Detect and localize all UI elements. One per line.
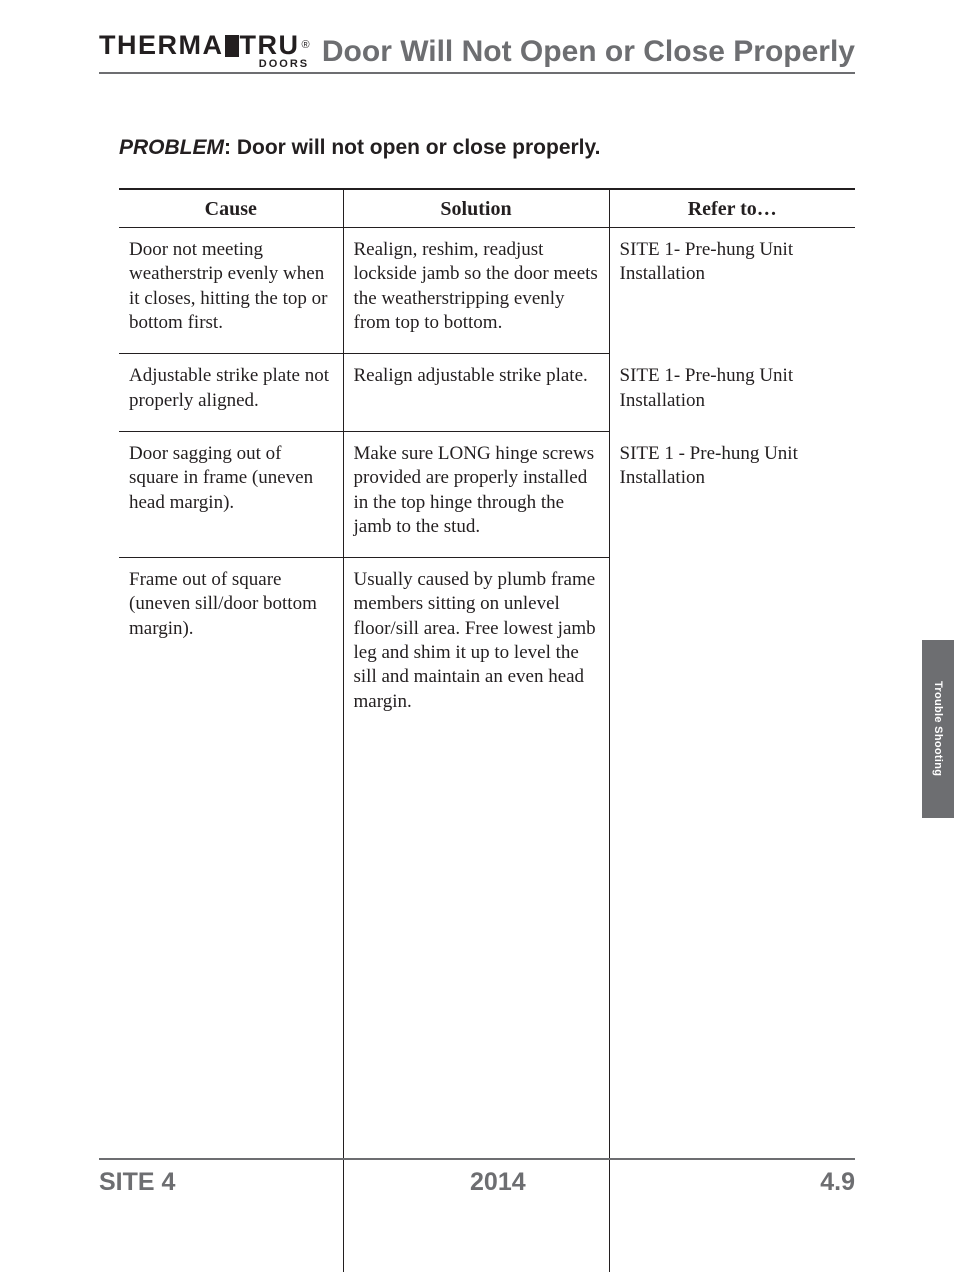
troubleshoot-table: Cause Solution Refer to… Door not meetin… xyxy=(119,188,855,1272)
brand-logo-left: THERMA xyxy=(99,32,224,59)
cell-refer: SITE 1- Pre-hung Unit Installation xyxy=(609,354,855,431)
cell-cause: Adjustable strike plate not properly ali… xyxy=(119,354,343,431)
brand-logo-right: TRU xyxy=(240,32,300,59)
side-tab: Trouble Shooting xyxy=(922,640,954,818)
table-row: Adjustable strike plate not properly ali… xyxy=(119,354,855,431)
cell-solution: Realign, reshim, readjust lockside jamb … xyxy=(343,228,609,354)
footer-center: 2014 xyxy=(470,1168,526,1197)
page-footer: SITE 4 2014 4.9 xyxy=(99,1158,855,1197)
cell-refer: SITE 1 - Pre-hung Unit Installation xyxy=(609,432,855,558)
page-title: Door Will Not Open or Close Properly xyxy=(322,35,855,70)
cell-refer: SITE 1- Pre-hung Unit Installation xyxy=(609,228,855,354)
table-row: Door sagging out of square in frame (une… xyxy=(119,432,855,558)
table-row: Frame out of square (uneven sill/door bo… xyxy=(119,558,855,732)
problem-text: : Door will not open or close properly. xyxy=(224,136,600,159)
cell-solution: Realign adjustable strike plate. xyxy=(343,354,609,431)
table-header-row: Cause Solution Refer to… xyxy=(119,189,855,228)
page-header: THERMA TRU ® DOORS Door Will Not Open or… xyxy=(99,32,855,74)
col-header-cause: Cause xyxy=(119,189,343,228)
brand-logo-square-icon xyxy=(225,35,239,57)
cell-refer xyxy=(609,558,855,732)
brand-logo-registered-icon: ® xyxy=(302,40,312,51)
table-row: Door not meeting weatherstrip evenly whe… xyxy=(119,228,855,354)
brand-logo-main: THERMA TRU ® xyxy=(99,32,311,59)
cell-solution: Make sure LONG hinge screws provided are… xyxy=(343,432,609,558)
cell-solution: Usually caused by plumb frame members si… xyxy=(343,558,609,732)
col-header-solution: Solution xyxy=(343,189,609,228)
footer-left: SITE 4 xyxy=(99,1168,175,1197)
cell-cause: Door not meeting weatherstrip evenly whe… xyxy=(119,228,343,354)
cell-cause: Door sagging out of square in frame (une… xyxy=(119,432,343,558)
col-header-refer: Refer to… xyxy=(609,189,855,228)
problem-label: PROBLEM xyxy=(119,136,224,159)
brand-logo: THERMA TRU ® DOORS xyxy=(99,32,311,70)
cell-cause: Frame out of square (uneven sill/door bo… xyxy=(119,558,343,732)
problem-heading: PROBLEM: Door will not open or close pro… xyxy=(119,136,855,160)
brand-logo-sub: DOORS xyxy=(259,58,309,70)
footer-right: 4.9 xyxy=(820,1168,855,1197)
